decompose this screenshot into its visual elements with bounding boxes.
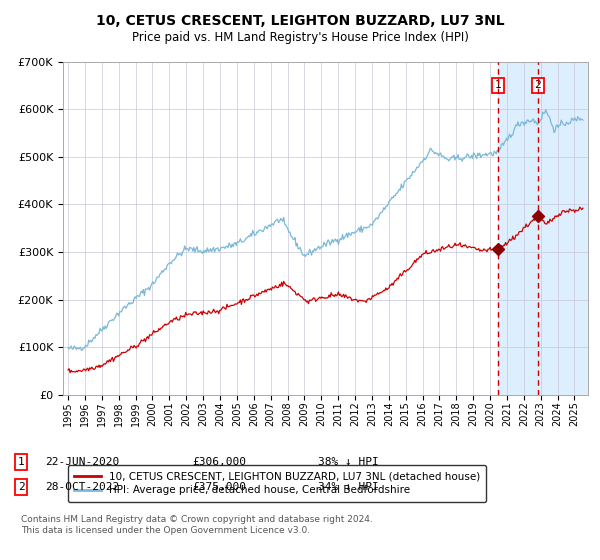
Text: 2: 2 (17, 482, 25, 492)
Text: 38% ↓ HPI: 38% ↓ HPI (318, 457, 379, 467)
Legend: 10, CETUS CRESCENT, LEIGHTON BUZZARD, LU7 3NL (detached house), HPI: Average pri: 10, CETUS CRESCENT, LEIGHTON BUZZARD, LU… (68, 465, 487, 502)
Text: 2: 2 (535, 81, 541, 90)
Text: 10, CETUS CRESCENT, LEIGHTON BUZZARD, LU7 3NL: 10, CETUS CRESCENT, LEIGHTON BUZZARD, LU… (95, 14, 505, 28)
Text: 1: 1 (494, 81, 502, 90)
Text: £375,000: £375,000 (192, 482, 246, 492)
Text: 28-OCT-2022: 28-OCT-2022 (45, 482, 119, 492)
Text: Price paid vs. HM Land Registry's House Price Index (HPI): Price paid vs. HM Land Registry's House … (131, 31, 469, 44)
Text: 34% ↓ HPI: 34% ↓ HPI (318, 482, 379, 492)
Text: Contains HM Land Registry data © Crown copyright and database right 2024.
This d: Contains HM Land Registry data © Crown c… (21, 515, 373, 535)
Bar (498, 62, 588, 395)
Text: £306,000: £306,000 (192, 457, 246, 467)
Text: 1: 1 (17, 457, 25, 467)
Text: 22-JUN-2020: 22-JUN-2020 (45, 457, 119, 467)
